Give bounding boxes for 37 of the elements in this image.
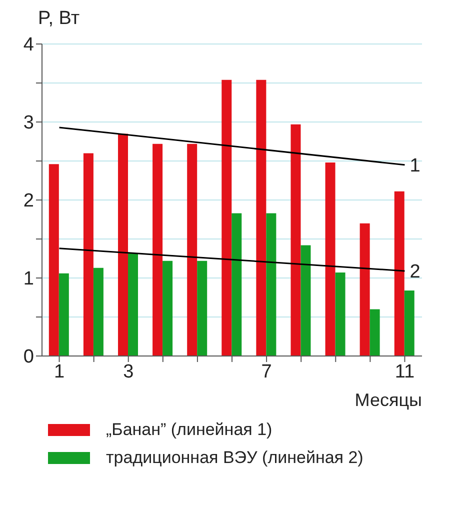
x-tick-label: 3 (123, 361, 134, 382)
y-tick-label: 3 (23, 112, 34, 134)
bar (162, 260, 173, 356)
bar (394, 191, 404, 356)
bar (48, 164, 59, 356)
bar (187, 144, 198, 356)
annotation: 1 (410, 156, 420, 177)
bar (404, 290, 414, 356)
x-tick-label: 11 (394, 361, 415, 382)
bar (128, 253, 138, 356)
x-tick-label: 1 (54, 361, 65, 382)
y-tick-label: 4 (23, 34, 34, 56)
bar (83, 153, 94, 356)
bar (197, 260, 208, 356)
bar (290, 124, 301, 356)
bar (370, 309, 380, 356)
bar (152, 144, 163, 356)
y-tick-label: 2 (23, 190, 34, 212)
bar (360, 223, 370, 356)
bar (58, 273, 69, 356)
y-tick-label: 1 (23, 268, 34, 290)
annotation: 2 (410, 262, 420, 283)
bar (300, 245, 311, 356)
bar (335, 272, 346, 356)
bar (266, 213, 276, 356)
legend-label: „Банан” (линейная 1) (106, 420, 272, 440)
bar (256, 80, 266, 356)
x-tick-label: 7 (261, 361, 272, 382)
legend-label: традиционная ВЭУ (линейная 2) (106, 448, 364, 468)
bar (93, 268, 104, 356)
bar (325, 162, 336, 356)
bar (232, 213, 242, 356)
y-axis-title: P, Вт (37, 8, 81, 31)
x-axis-title: Месяцы (354, 390, 422, 410)
y-tick-label: 0 (23, 346, 34, 368)
bar (222, 80, 232, 356)
bar (118, 134, 128, 356)
